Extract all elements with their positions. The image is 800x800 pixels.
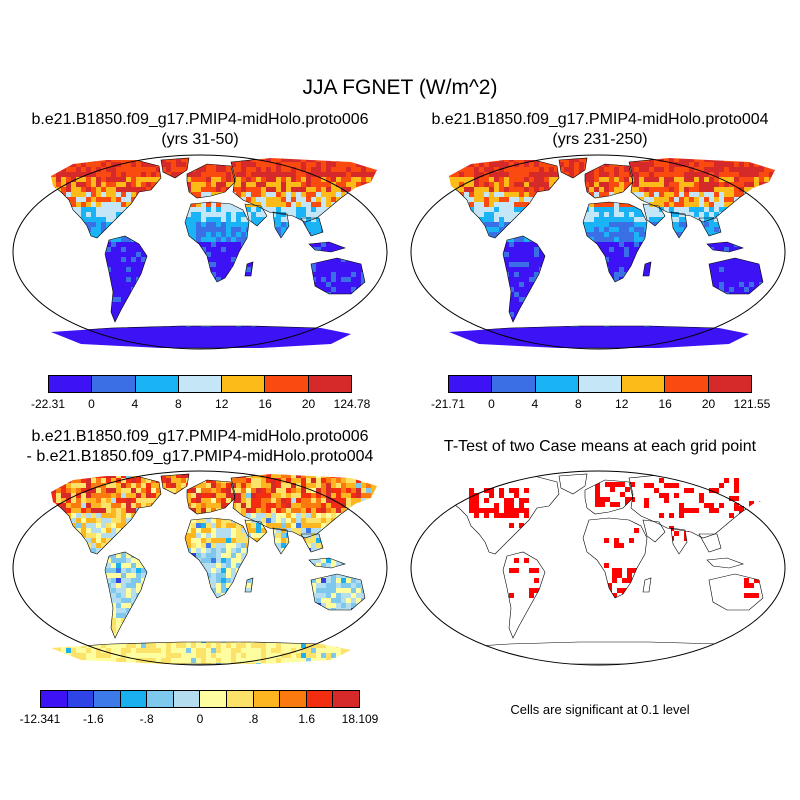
colorbar-bl-cell — [227, 691, 254, 707]
colorbar-top-right — [448, 375, 752, 393]
globe-background — [411, 471, 785, 665]
colorbar-bl-cell — [147, 691, 174, 707]
colorbar-tl-tick-label: 12 — [215, 397, 229, 411]
colorbar-tr-cell — [535, 376, 579, 392]
map-top-left — [12, 154, 388, 350]
colorbar-tl-tick-label: 4 — [131, 397, 139, 411]
colorbar-bl-cell — [173, 691, 201, 707]
panel-title-bottom-left-line1: b.e21.B1850.f09_g17.PMIP4-midHolo.proto0… — [31, 428, 369, 445]
colorbar-tl-tick-label: -22.31 — [30, 397, 66, 411]
panel-title-bottom-right-line1: T-Test of two Case means at each grid po… — [443, 438, 757, 455]
panel-title-top-left: b.e21.B1850.f09_g17.PMIP4-midHolo.proto0… — [0, 110, 400, 150]
globe-border — [410, 470, 786, 666]
colorbar-bl-tick-label: -12.341 — [19, 712, 61, 726]
colorbar-tl-cell — [49, 376, 93, 392]
colorbar-tl-tick-label: 8 — [174, 397, 182, 411]
colorbar-tr-cell — [708, 376, 751, 392]
colorbar-tr-tick-label: 0 — [488, 397, 495, 411]
colorbar-bl-cell — [306, 691, 334, 707]
colorbar-tr-cell — [449, 376, 493, 392]
colorbar-tl-cell — [265, 376, 309, 392]
colorbar-tr-tick-label: -21.71 — [430, 397, 466, 411]
colorbar-tl-cell — [135, 376, 179, 392]
panel-title-top-left-line1: b.e21.B1850.f09_g17.PMIP4-midHolo.proto0… — [31, 111, 369, 128]
significance-note: Cells are significant at 0.1 level — [510, 702, 690, 717]
colorbar-tl-tick-label: 124.78 — [333, 397, 371, 411]
colorbar-tl-cell — [178, 376, 223, 392]
colorbar-tr-tick-label: 4 — [531, 397, 539, 411]
colorbar-bl-cell — [67, 691, 95, 707]
colorbar-tl-tick-label: 0 — [88, 397, 95, 411]
colorbar-tl-cell — [308, 376, 351, 392]
globe-border — [12, 154, 388, 350]
colorbar-bl-tick-label: -1.6 — [82, 712, 104, 726]
colorbar-bl-tick-label: .8 — [248, 712, 259, 726]
colorbar-tl-tick-label: 20 — [301, 397, 316, 411]
colorbar-tr-cell — [665, 376, 709, 392]
colorbar-tl-cell — [92, 376, 136, 392]
colorbar-tr-cell — [492, 376, 536, 392]
map-bottom-right — [410, 470, 786, 666]
colorbar-bl-tick-label: 18.109 — [341, 712, 379, 726]
panel-title-top-right: b.e21.B1850.f09_g17.PMIP4-midHolo.proto0… — [400, 110, 800, 150]
colorbar-tr-tick-label: 12 — [615, 397, 629, 411]
globe-border — [410, 154, 786, 350]
colorbar-tr-tick-label: 16 — [658, 397, 672, 411]
panel-title-bottom-left-line2: - b.e21.B1850.f09_g17.PMIP4-midHolo.prot… — [26, 448, 374, 465]
panel-title-bottom-left: b.e21.B1850.f09_g17.PMIP4-midHolo.proto0… — [0, 427, 400, 467]
colorbar-tr-cell — [578, 376, 623, 392]
map-top-right — [410, 154, 786, 350]
colorbar-bl-tick-label: 1.6 — [298, 712, 315, 726]
main-title: JJA FGNET (W/m^2) — [302, 76, 498, 99]
colorbar-bl-cell — [280, 691, 307, 707]
colorbar-top-left — [48, 375, 352, 393]
colorbar-tr-tick-label: 8 — [574, 397, 582, 411]
colorbar-bl-cell — [94, 691, 121, 707]
panel-title-bottom-right: T-Test of two Case means at each grid po… — [400, 437, 800, 457]
colorbar-bl-cell — [253, 691, 281, 707]
colorbar-tr-tick-label: 20 — [701, 397, 716, 411]
panel-title-top-right-line1: b.e21.B1850.f09_g17.PMIP4-midHolo.proto0… — [431, 111, 769, 128]
panel-title-top-left-line2: (yrs 31-50) — [161, 131, 239, 148]
colorbar-bl-cell — [120, 691, 148, 707]
colorbar-bl-tick-label: 0 — [196, 712, 204, 726]
colorbar-bl-tick-label: -.8 — [139, 712, 154, 726]
colorbar-tr-tick-label: 121.55 — [733, 397, 771, 411]
colorbar-tr-cell — [622, 376, 666, 392]
map-bottom-left — [12, 470, 388, 666]
colorbar-tl-cell — [222, 376, 266, 392]
colorbar-bl-cell — [200, 691, 228, 707]
colorbar-tl-tick-label: 16 — [258, 397, 272, 411]
colorbar-bl-cell — [333, 691, 359, 707]
globe-border — [12, 470, 388, 666]
colorbar-bottom-left — [40, 690, 360, 708]
colorbar-bl-cell — [41, 691, 68, 707]
panel-title-top-right-line2: (yrs 231-250) — [552, 131, 648, 148]
